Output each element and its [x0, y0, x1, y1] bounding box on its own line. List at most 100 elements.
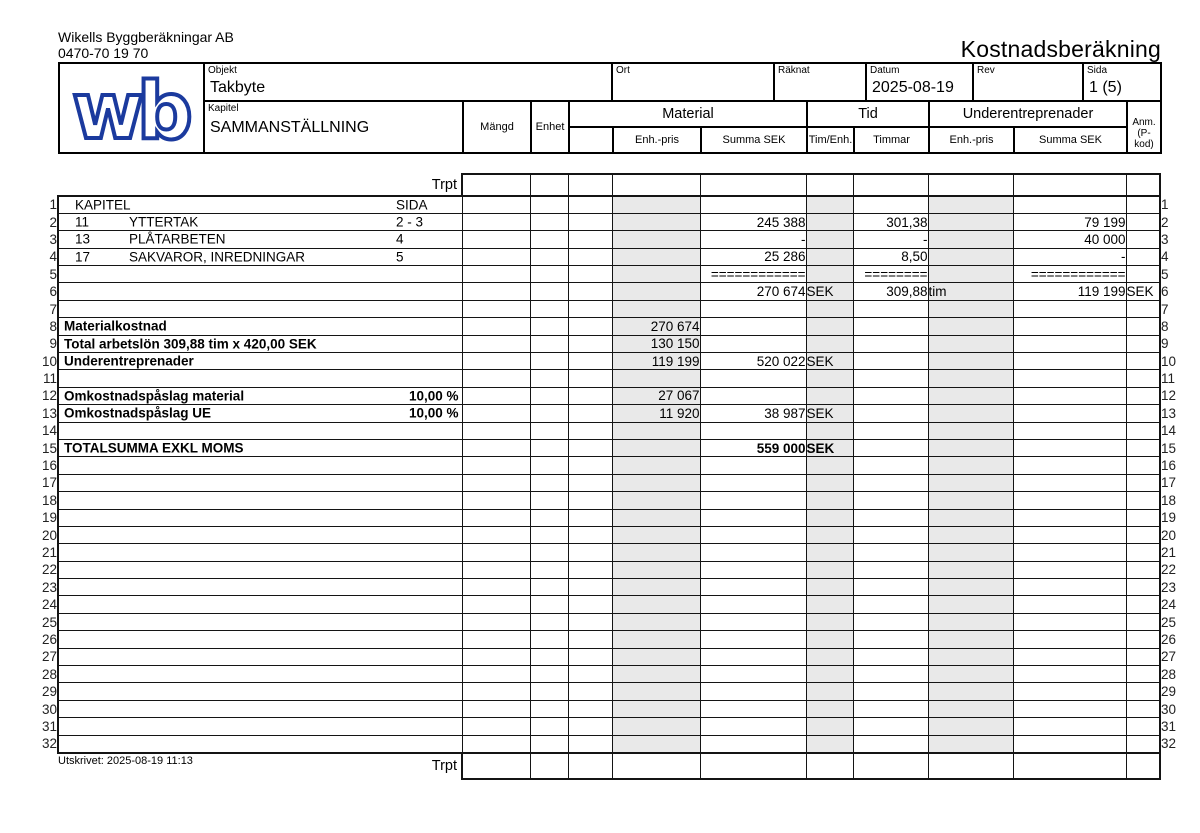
anm-cell: [1125, 630, 1161, 649]
anm-cell: [1125, 456, 1161, 475]
mangd-cell: [461, 421, 531, 440]
ue-enh-pris-cell: [927, 404, 1014, 423]
table-row: 21 21: [40, 543, 1178, 562]
timmar-cell: [852, 317, 929, 336]
ue-enh-pris-cell: [927, 334, 1014, 354]
tim-enh-cell: [805, 560, 854, 580]
objekt-label: Objekt: [208, 65, 237, 76]
mangd-cell: [461, 665, 531, 684]
material-summa-cell: [699, 578, 807, 597]
enhet-cell: [529, 665, 569, 684]
tim-enh-cell: [805, 369, 854, 388]
material-spare-cell: [567, 508, 613, 527]
mangd-cell: [461, 595, 531, 614]
transport-cell: [461, 752, 531, 780]
description-cell: [57, 595, 463, 614]
anm-cell: SEK: [1125, 282, 1161, 301]
col-header-timmar: Timmar: [853, 126, 930, 154]
row-number-right: 4: [1161, 249, 1169, 265]
timmar-cell: [852, 456, 929, 475]
transport-cell: [567, 173, 613, 197]
timmar-cell: [852, 194, 929, 214]
tim-enh-cell: [805, 421, 854, 440]
col-header-enhet: Enhet: [530, 100, 570, 154]
description-cell: [57, 612, 463, 632]
ue-summa-cell: [1012, 299, 1127, 319]
material-spare-cell: [567, 386, 613, 406]
table-row: 16 16: [40, 456, 1178, 475]
table-row: 31 31: [40, 717, 1178, 736]
anm-cell: [1125, 369, 1161, 388]
table-row: 17 17: [40, 473, 1178, 493]
material-spare-cell: [567, 421, 613, 440]
table-row: 30 30: [40, 699, 1178, 719]
material-spare-cell: [567, 682, 613, 701]
enhet-cell: [529, 508, 569, 527]
material-enh-pris-cell: 27 067: [611, 386, 701, 406]
group-header-underentreprenader: Underentreprenader: [928, 100, 1128, 128]
row-label: Omkostnadspåslag UE: [64, 405, 212, 421]
mangd-cell: [461, 386, 531, 406]
table-row: 11 11: [40, 369, 1178, 388]
tim-enh-cell: [805, 525, 854, 545]
transport-label-cell: Trpt: [58, 174, 462, 196]
anm-cell: [1125, 699, 1161, 719]
material-summa-cell: [699, 630, 807, 649]
table-row: 25 25: [40, 612, 1178, 632]
transport-cell: [805, 173, 854, 197]
material-spare-cell: [567, 473, 613, 493]
material-enh-pris-cell: [611, 491, 701, 510]
enhet-cell: [529, 595, 569, 614]
transport-cell: [529, 752, 569, 780]
ue-summa-cell: [1012, 665, 1127, 684]
ue-enh-pris-cell: [927, 612, 1014, 632]
ue-summa-cell: [1012, 369, 1127, 388]
percent-value: 10,00 %: [408, 405, 459, 421]
ue-summa-cell: [1012, 438, 1127, 458]
description-cell: [57, 665, 463, 684]
ue-summa-cell: [1012, 734, 1127, 754]
transport-cell: [529, 173, 569, 197]
transport-cell: [852, 173, 929, 197]
enhet-cell: [529, 421, 569, 440]
ue-summa-cell: [1012, 647, 1127, 667]
tim-enh-cell: SEK: [805, 438, 854, 458]
material-enh-pris-cell: [611, 247, 701, 267]
row-number-left: 4: [49, 249, 57, 265]
transport-cell: [927, 173, 1014, 197]
material-enh-pris-cell: [611, 194, 701, 214]
enhet-cell: [529, 299, 569, 319]
ue-summa-cell: [1012, 386, 1127, 406]
row-number-left: 19: [41, 510, 57, 526]
table-row: 28 28: [40, 665, 1178, 684]
table-row: 9 Total arbetslön 309,88 tim x 420,00 SEK…: [40, 334, 1178, 354]
ue-enh-pris-cell: [927, 456, 1014, 475]
tim-enh-cell: [805, 578, 854, 597]
table-row: 10 Underentreprenader 119 199 520 022 SEK 10: [40, 352, 1178, 371]
ue-summa-cell: [1012, 543, 1127, 562]
material-summa-cell: [699, 647, 807, 667]
material-enh-pris-cell: [611, 682, 701, 701]
enhet-cell: [529, 630, 569, 649]
material-summa-cell: -: [699, 230, 807, 249]
anm-cell: [1125, 352, 1161, 371]
mangd-cell: [461, 230, 531, 249]
row-number-right: 8: [1161, 318, 1169, 334]
company-name: Wikells Byggberäkningar AB: [58, 29, 234, 45]
chapter-number: KAPITEL: [75, 197, 131, 213]
enhet-cell: [529, 404, 569, 423]
description-cell: Underentreprenader: [57, 352, 463, 371]
timmar-cell: 309,88: [852, 282, 929, 301]
table-row: 3 13 PLÅTARBETEN 4 - - 40 000 3: [40, 230, 1178, 249]
mangd-cell: [461, 630, 531, 649]
enhet-cell: [529, 247, 569, 267]
description-cell: [57, 421, 463, 440]
company-phone: 0470-70 19 70: [58, 45, 149, 61]
logo-box: wb: [58, 62, 205, 154]
row-number-right: 16: [1161, 458, 1177, 474]
row-label: Omkostnadspåslag material: [64, 388, 245, 404]
transport-cell: [1012, 173, 1127, 197]
page-ref: 2 - 3: [396, 214, 424, 230]
anm-cell: [1125, 682, 1161, 701]
ue-enh-pris-cell: [927, 647, 1014, 667]
